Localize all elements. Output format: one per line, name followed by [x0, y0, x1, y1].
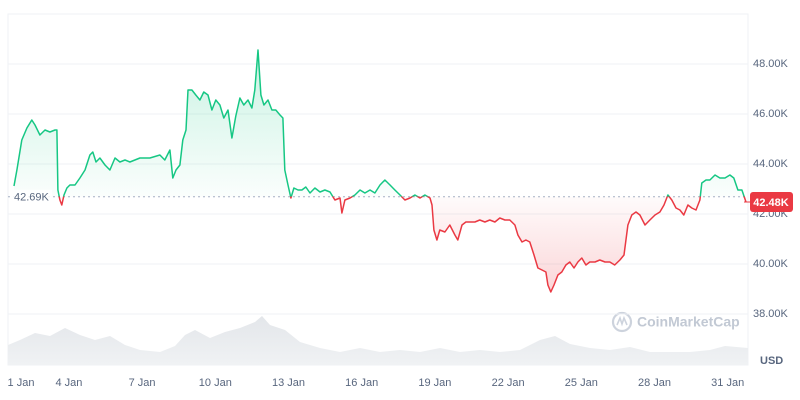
watermark-text: CoinMarketCap	[637, 314, 740, 330]
watermark	[611, 311, 633, 333]
x-tick-label: 22 Jan	[492, 377, 525, 389]
x-tick-label: 25 Jan	[565, 377, 598, 389]
x-tick-label: 31 Jan	[711, 377, 744, 389]
y-tick-label: 44.00K	[753, 158, 789, 170]
x-tick-label: 28 Jan	[638, 377, 671, 389]
y-tick-label: 38.00K	[753, 308, 789, 320]
y-tick-label: 40.00K	[753, 258, 789, 270]
price-line	[13, 49, 747, 293]
x-tick-label: 19 Jan	[418, 377, 451, 389]
y-axis-label: USD	[760, 355, 783, 367]
x-tick-label: 10 Jan	[199, 377, 232, 389]
x-tick-label: 4 Jan	[55, 377, 82, 389]
y-tick-label: 48.00K	[753, 58, 789, 70]
x-tick-label: 7 Jan	[129, 377, 156, 389]
volume-area	[8, 316, 748, 365]
y-tick-label: 46.00K	[753, 108, 789, 120]
baseline-label: 42.69K	[14, 192, 50, 204]
price-area	[14, 50, 746, 292]
last-price-label: 42.48K	[753, 197, 789, 209]
x-tick-label: 1 Jan	[8, 377, 35, 389]
baseline-label-bg	[10, 189, 52, 204]
last-price-tag	[750, 192, 793, 212]
x-tick-label: 16 Jan	[345, 377, 378, 389]
x-tick-label: 13 Jan	[272, 377, 305, 389]
